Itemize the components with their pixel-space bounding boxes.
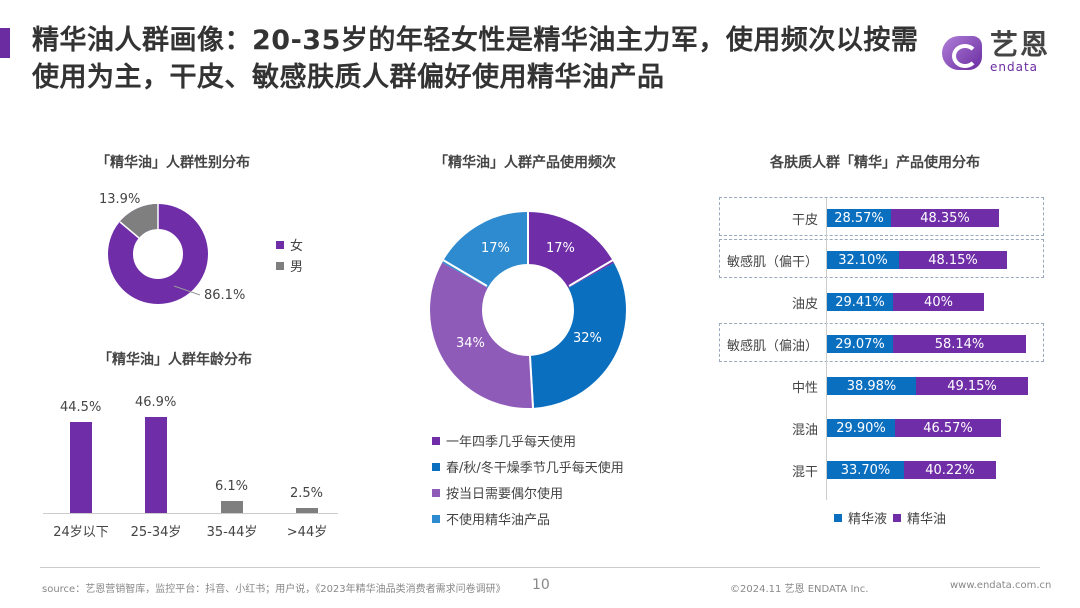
age-chart-title: 「精华油」人群年龄分布 [98,352,252,368]
legend-daily-all-year: 一年四季几乎每天使用 [432,431,576,450]
age-category-label: 25-34岁 [130,525,182,540]
legend-oil: 精华油 [893,508,946,527]
age-category-label: 35-44岁 [206,525,258,540]
legend-female: 女 [276,235,303,254]
legend-swatch-purple [893,513,901,522]
endata-logo-icon [942,36,982,70]
freq-donut-chart [430,212,626,409]
serum-segment: 29.90% [827,419,895,437]
legend-swatch-light-blue [432,514,440,523]
serum-segment: 28.57% [827,209,891,227]
footer-website: www.endata.com.cn [950,580,1052,591]
serum-segment: 29.07% [827,335,893,353]
age-category-label: >44岁 [286,525,328,540]
footer-copyright: ©2024.11 艺恩 ENDATA Inc. [730,584,869,595]
slice-label: 17% [481,241,510,256]
skin-label: 油皮 [791,297,818,312]
age-x-axis [43,513,338,514]
legend-label: 女 [290,239,304,254]
legend-label: 春/秋/冬干燥季节几乎每天使用 [446,461,624,476]
highlight-box-sensitive-oily [719,323,1044,362]
skin-bar-row: 29.07% 58.14% [827,335,1026,353]
legend-label: 精华液 [848,512,888,527]
skin-label: 中性 [791,381,818,396]
legend-swatch-purple [432,436,440,445]
skin-bar-row: 29.90% 46.57% [827,419,1001,437]
legend-serum: 精华液 [834,508,887,527]
legend-swatch-light-purple [432,488,440,497]
skin-bar-row: 38.98% 49.15% [827,377,1028,395]
footer-source: source：艺恩营销智库，监控平台：抖音、小红书；用户说，《2023年精华油品… [42,584,506,595]
title-accent-bar [0,28,10,58]
endata-logo: 艺恩 endata [942,28,1052,78]
age-value-label: 44.5% [60,400,102,415]
skin-bar-row: 29.41% 40% [827,293,984,311]
skin-y-axis [826,198,827,500]
serum-segment: 29.41% [827,293,893,311]
skin-label: 敏感肌（偏干） [726,255,818,270]
age-bar-25-34 [145,417,167,513]
age-value-label: 46.9% [135,395,177,410]
legend-male: 男 [276,256,303,275]
legend-not-used: 不使用精华油产品 [432,509,550,528]
slice-daily-dry-season [430,212,626,408]
skin-label: 混油 [791,423,818,438]
legend-as-needed: 按当日需要偶尔使用 [432,483,563,502]
skin-bar-row: 33.70% 40.22% [827,461,996,479]
gender-chart-title: 「精华油」人群性别分布 [96,155,250,171]
male-pct-label: 13.9% [99,192,141,207]
female-leader-line [173,285,201,296]
footer-divider [40,567,1040,568]
skin-bar-row: 32.10% 48.15% [827,251,1007,269]
female-pct-label: 86.1% [204,288,246,303]
serum-segment: 38.98% [827,377,916,395]
age-value-label: 2.5% [290,486,324,501]
skin-label: 敏感肌（偏油） [726,339,818,354]
slice-label: 34% [456,336,485,351]
oil-segment: 48.35% [891,209,999,227]
serum-segment: 33.70% [827,461,904,479]
oil-segment: 40% [893,293,984,311]
legend-daily-dry-season: 春/秋/冬干燥季节几乎每天使用 [432,457,624,476]
age-category-label: 24岁以下 [53,525,109,540]
skin-bar-row: 28.57% 48.35% [827,209,999,227]
legend-swatch-gray [276,261,284,270]
age-bar-35-44 [221,501,243,513]
gender-donut-chart [108,203,208,304]
oil-segment: 58.14% [893,335,1026,353]
slice-as-needed [430,212,626,408]
legend-label: 按当日需要偶尔使用 [446,487,564,502]
skin-label: 混干 [791,465,818,480]
skin-chart-title: 各肤质人群「精华」产品使用分布 [770,155,980,171]
oil-segment: 40.22% [904,461,996,479]
freq-chart-title: 「精华油」人群产品使用频次 [434,155,616,171]
slice-label: 17% [546,241,575,256]
legend-swatch-blue [432,462,440,471]
logo-cn-text: 艺恩 [990,28,1051,61]
legend-label: 一年四季几乎每天使用 [446,435,577,450]
oil-segment: 48.15% [899,251,1007,269]
legend-label: 男 [290,260,304,275]
age-bar-over-44 [296,508,318,513]
skin-label: 干皮 [791,213,818,228]
legend-swatch-purple [276,240,284,249]
legend-swatch-blue [834,513,842,522]
highlight-box-dry [719,197,1044,236]
legend-label: 不使用精华油产品 [446,513,551,528]
oil-segment: 49.15% [916,377,1028,395]
slice-label: 32% [573,331,602,346]
oil-segment: 46.57% [895,419,1001,437]
legend-label: 精华油 [907,512,947,527]
page-number: 10 [532,577,550,593]
serum-segment: 32.10% [827,251,899,269]
logo-en-text: endata [990,60,1039,74]
age-bar-under-24 [70,422,92,513]
age-value-label: 6.1% [215,479,249,494]
highlight-box-sensitive-dry [719,239,1044,278]
page-title: 精华油人群画像：20-35岁的年轻女性是精华油主力军，使用频次以按需使用为主，干… [32,25,919,93]
